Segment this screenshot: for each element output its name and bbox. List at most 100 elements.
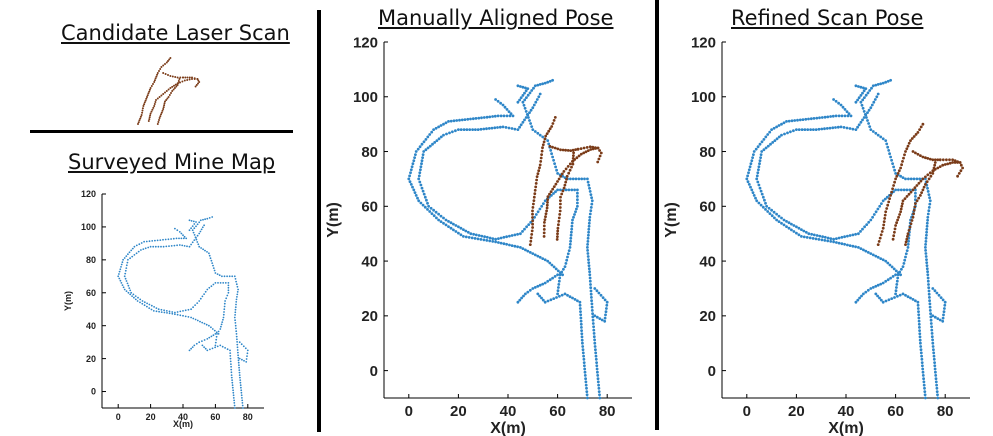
map-point bbox=[208, 254, 211, 257]
candidate-scan-point bbox=[152, 83, 154, 85]
map-point bbox=[568, 295, 572, 299]
map-point bbox=[146, 302, 148, 305]
map-point bbox=[879, 282, 883, 286]
x-tick-label: 40 bbox=[500, 403, 517, 420]
map-point bbox=[426, 135, 430, 139]
map-point bbox=[188, 245, 191, 248]
scan-point bbox=[542, 235, 546, 238]
map-point bbox=[171, 312, 174, 315]
scan-point bbox=[556, 235, 559, 239]
candidate-scan-point bbox=[183, 79, 186, 82]
map-point bbox=[178, 237, 180, 240]
map-point bbox=[840, 242, 844, 246]
map-point bbox=[118, 273, 120, 275]
map-point bbox=[854, 232, 857, 236]
map-point bbox=[211, 216, 214, 218]
scan-point bbox=[896, 172, 900, 175]
map-point bbox=[196, 234, 199, 237]
map-point bbox=[437, 125, 440, 129]
scan-point bbox=[899, 207, 903, 211]
map-point bbox=[860, 294, 863, 298]
map-point bbox=[420, 186, 424, 190]
map-point bbox=[190, 220, 193, 222]
scan-point bbox=[571, 159, 575, 163]
map-point bbox=[546, 139, 550, 142]
candidate-scan-point bbox=[137, 123, 139, 125]
map-point bbox=[866, 251, 870, 254]
map-point bbox=[879, 257, 883, 260]
map-point bbox=[419, 201, 423, 205]
map-point bbox=[192, 220, 195, 223]
scan-point bbox=[567, 171, 571, 175]
map-point bbox=[581, 345, 585, 348]
map-point bbox=[863, 113, 867, 116]
map-point bbox=[589, 193, 593, 197]
map-point bbox=[129, 293, 132, 296]
map-point bbox=[567, 249, 571, 253]
scan-point bbox=[910, 219, 914, 222]
map-point bbox=[227, 289, 230, 292]
map-point bbox=[770, 214, 774, 218]
map-point bbox=[198, 341, 201, 344]
map-point bbox=[463, 118, 467, 121]
candidate-scan-point bbox=[193, 77, 196, 80]
map-point bbox=[480, 234, 484, 238]
mine-map-title: Surveyed Mine Map bbox=[68, 150, 276, 174]
map-point bbox=[498, 125, 502, 129]
scan-point bbox=[908, 225, 912, 229]
map-point bbox=[208, 217, 211, 219]
map-point bbox=[548, 278, 552, 282]
map-point bbox=[557, 279, 561, 283]
map-point bbox=[815, 116, 819, 120]
scan-point bbox=[951, 158, 954, 162]
map-point bbox=[808, 236, 812, 240]
map-point bbox=[591, 322, 595, 325]
candidate-scan-point bbox=[172, 88, 175, 91]
map-point bbox=[217, 333, 220, 335]
map-point bbox=[491, 115, 494, 118]
y-tick-label: 80 bbox=[699, 144, 716, 161]
map-point bbox=[222, 313, 225, 316]
map-point bbox=[525, 225, 528, 229]
map-point bbox=[876, 255, 880, 259]
scan-point bbox=[903, 197, 907, 201]
map-point bbox=[593, 314, 597, 318]
map-point bbox=[228, 275, 231, 278]
map-point bbox=[835, 237, 838, 241]
map-point bbox=[199, 297, 202, 300]
map-point bbox=[191, 225, 194, 227]
scan-point bbox=[938, 158, 942, 162]
map-point bbox=[127, 284, 130, 287]
map-point bbox=[231, 384, 234, 387]
map-point bbox=[879, 82, 883, 86]
map-point bbox=[590, 309, 594, 312]
map-point bbox=[786, 131, 789, 135]
map-point bbox=[414, 194, 418, 197]
map-point bbox=[927, 283, 930, 286]
scan-point bbox=[546, 201, 549, 204]
map-point bbox=[876, 133, 880, 137]
map-point bbox=[521, 100, 525, 104]
map-point bbox=[230, 374, 233, 376]
map-point bbox=[524, 248, 527, 252]
map-point bbox=[761, 205, 765, 209]
map-point bbox=[219, 328, 222, 330]
map-point bbox=[758, 162, 761, 166]
map-point bbox=[553, 275, 557, 278]
scan-point bbox=[559, 202, 562, 206]
map-point bbox=[479, 127, 483, 131]
map-point bbox=[157, 308, 160, 311]
map-point bbox=[582, 354, 585, 358]
map-point bbox=[924, 236, 928, 240]
map-point bbox=[234, 278, 237, 280]
map-point bbox=[571, 177, 575, 181]
map-point bbox=[131, 295, 133, 297]
map-point bbox=[859, 100, 863, 104]
map-point bbox=[198, 221, 201, 224]
map-point bbox=[434, 210, 438, 214]
map-point bbox=[917, 322, 921, 326]
map-point bbox=[192, 306, 195, 309]
map-point bbox=[839, 125, 843, 129]
map-point bbox=[931, 287, 935, 290]
